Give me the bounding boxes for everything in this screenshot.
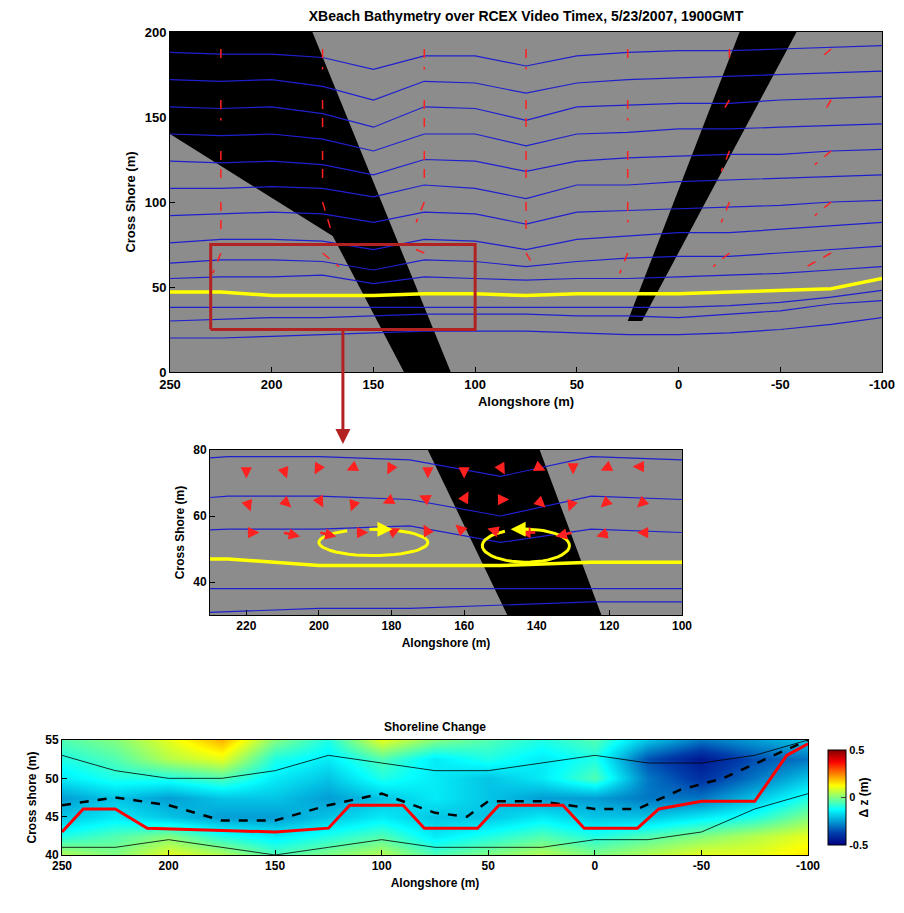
svg-text:250: 250 [52, 859, 72, 873]
svg-text:-100: -100 [796, 859, 820, 873]
svg-text:200: 200 [145, 25, 167, 40]
svg-text:-100: -100 [869, 377, 895, 392]
svg-text:100: 100 [372, 859, 392, 873]
svg-text:45: 45 [45, 810, 59, 824]
svg-text:0: 0 [849, 791, 855, 803]
svg-text:200: 200 [261, 377, 283, 392]
svg-text:120: 120 [599, 619, 619, 633]
svg-text:150: 150 [145, 110, 167, 125]
svg-text:Δ z (m): Δ z (m) [857, 778, 871, 818]
svg-text:0: 0 [592, 859, 599, 873]
svg-text:-0.5: -0.5 [849, 839, 868, 851]
svg-text:160: 160 [454, 619, 474, 633]
svg-text:250: 250 [159, 377, 181, 392]
svg-text:180: 180 [382, 619, 402, 633]
svg-text:50: 50 [570, 377, 584, 392]
svg-text:40: 40 [45, 848, 59, 862]
svg-text:200: 200 [309, 619, 329, 633]
svg-text:100: 100 [464, 377, 486, 392]
svg-text:-50: -50 [771, 377, 790, 392]
svg-text:Alongshore (m): Alongshore (m) [391, 876, 480, 890]
svg-text:150: 150 [265, 859, 285, 873]
svg-text:-50: -50 [693, 859, 711, 873]
svg-text:220: 220 [236, 619, 256, 633]
svg-text:140: 140 [527, 619, 547, 633]
svg-text:50: 50 [482, 859, 496, 873]
svg-text:60: 60 [193, 509, 207, 523]
svg-text:50: 50 [152, 280, 166, 295]
svg-text:0: 0 [159, 365, 166, 380]
svg-text:100: 100 [145, 195, 167, 210]
svg-text:150: 150 [363, 377, 385, 392]
svg-text:55: 55 [45, 733, 59, 747]
svg-text:100: 100 [672, 619, 692, 633]
svg-text:80: 80 [193, 443, 207, 457]
svg-text:Alongshore (m): Alongshore (m) [478, 394, 574, 409]
svg-text:Cross shore (m): Cross shore (m) [25, 751, 39, 843]
svg-text:Cross Shore (m): Cross Shore (m) [123, 151, 138, 252]
svg-text:200: 200 [159, 859, 179, 873]
svg-text:40: 40 [193, 575, 207, 589]
svg-text:Alongshore (m): Alongshore (m) [402, 636, 491, 650]
svg-text:0.5: 0.5 [849, 744, 864, 756]
svg-text:XBeach Bathymetry over RCEX Vi: XBeach Bathymetry over RCEX Video Timex,… [309, 8, 744, 24]
svg-text:Cross Shore (m): Cross Shore (m) [173, 486, 187, 579]
svg-text:0: 0 [675, 377, 682, 392]
svg-text:50: 50 [45, 772, 59, 786]
svg-text:Shoreline Change: Shoreline Change [384, 720, 486, 734]
